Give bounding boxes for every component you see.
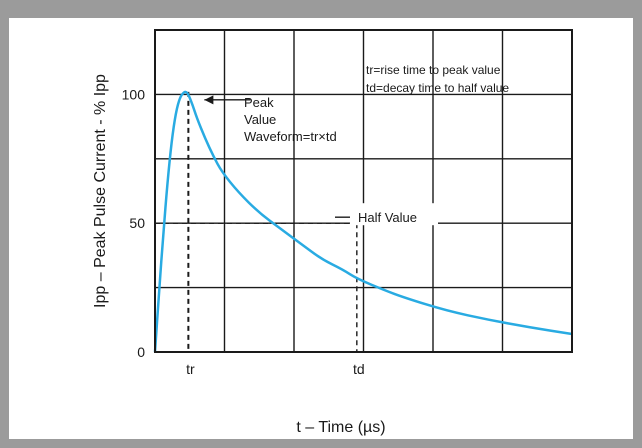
y-tick-label: 0 xyxy=(137,344,145,360)
guide-lines xyxy=(155,91,358,352)
y-axis-label: Ipp – Peak Pulse Current - % Ipp xyxy=(92,74,109,308)
y-tick-label: 50 xyxy=(129,215,145,231)
y-tick-label: 100 xyxy=(122,86,146,102)
half-value-label-bg xyxy=(350,203,438,226)
definition-note-text: tr=rise time to peak value xyxy=(366,63,501,77)
series-line xyxy=(153,90,573,353)
x-tick-labels: tr td xyxy=(186,361,365,377)
peak-annotation-text: Value xyxy=(244,112,276,127)
x-axis-label: t – Time (µs) xyxy=(296,419,385,436)
x-tick-label: td xyxy=(353,361,365,377)
peak-annotation-text: Waveform=tr×td xyxy=(244,129,337,144)
plot-border xyxy=(154,29,573,353)
peak-arrow-head xyxy=(204,95,214,105)
peak-annotation-text: Peak xyxy=(244,95,274,110)
definition-note-text: td=decay time to half value xyxy=(366,81,509,95)
grid xyxy=(155,30,572,352)
half-value-text: Half Value xyxy=(358,210,417,225)
x-tick-label: tr xyxy=(186,361,195,377)
annotations: Peak Value Waveform=tr×td Half Value tr=rise… xyxy=(204,63,509,226)
y-tick-labels: 0 50 100 xyxy=(122,86,146,360)
